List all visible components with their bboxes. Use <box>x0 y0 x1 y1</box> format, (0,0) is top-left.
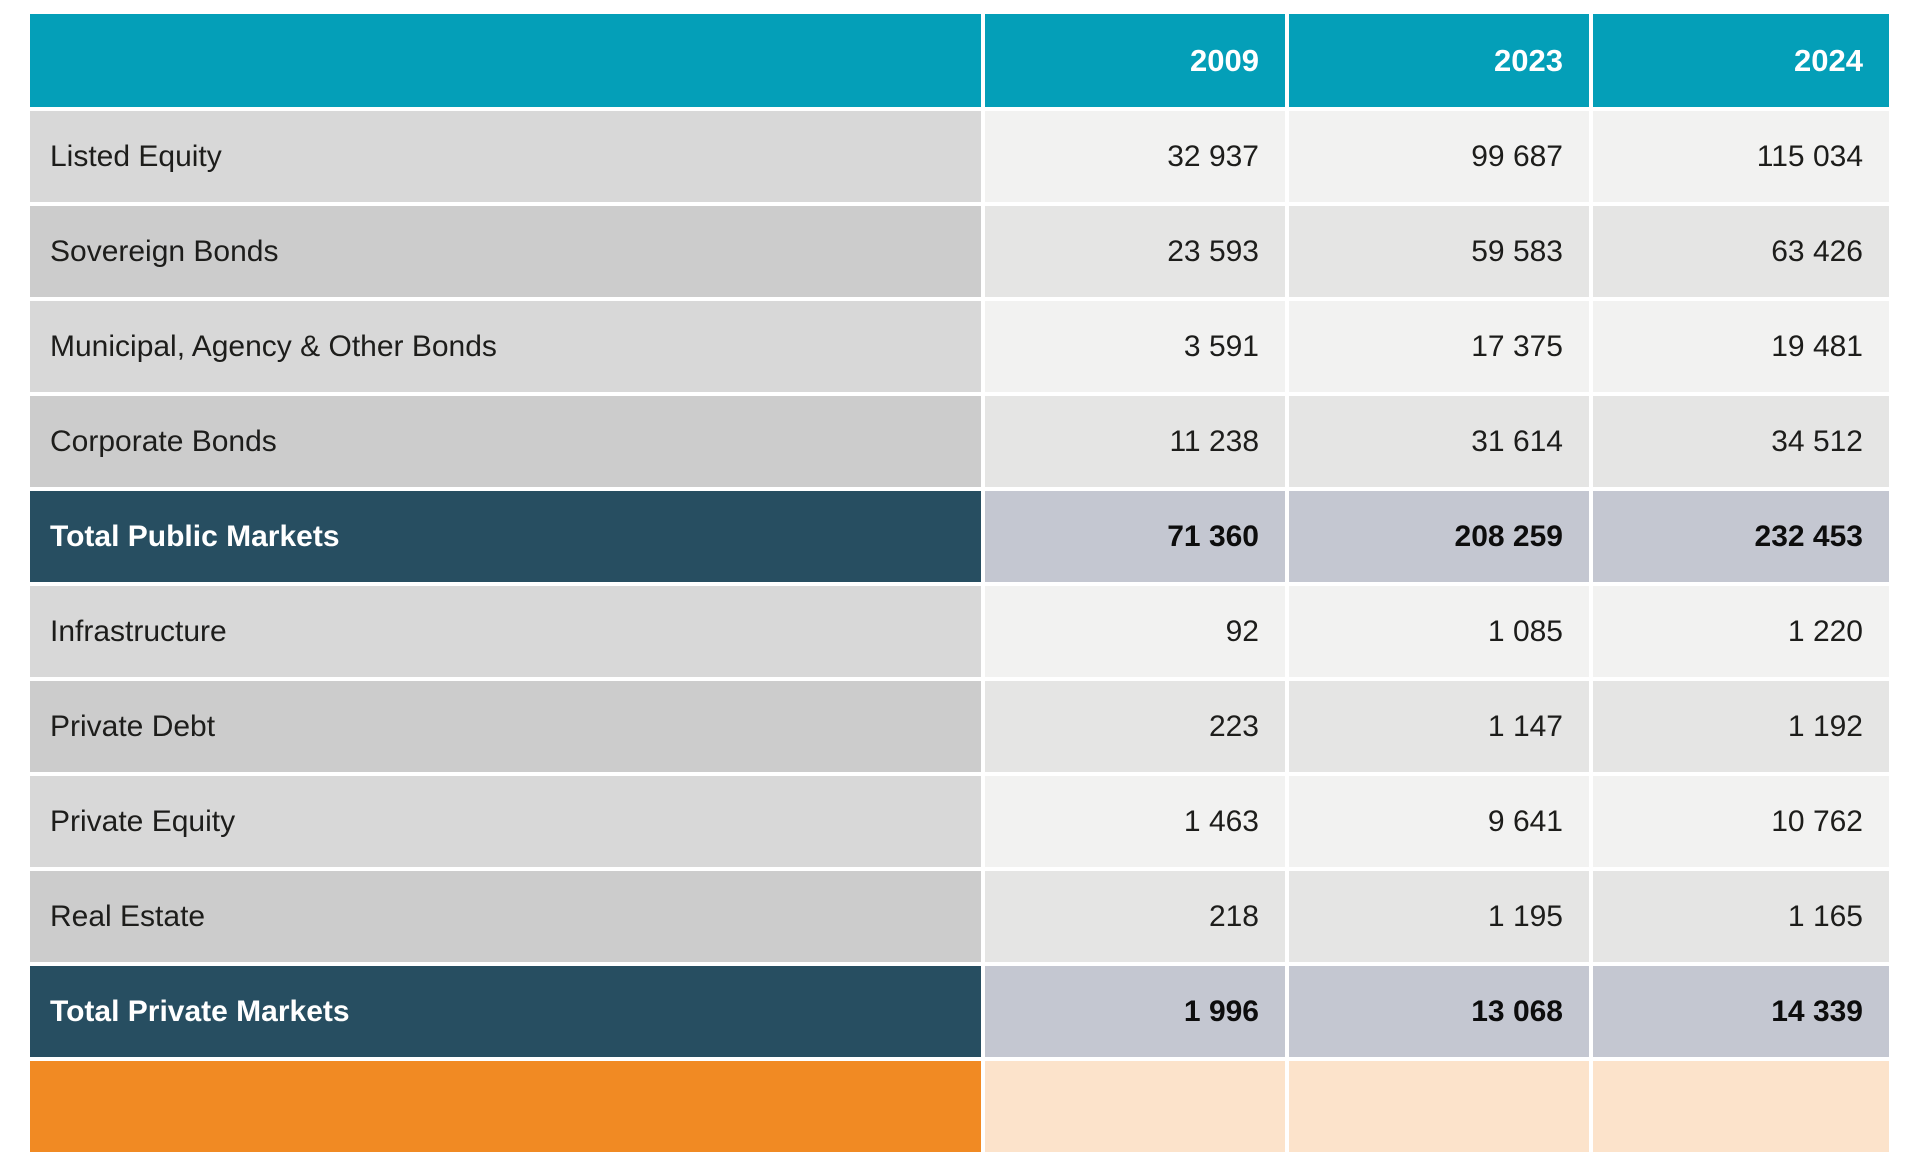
cell-value: 32 937 <box>985 111 1285 202</box>
total-cell-value: 1 996 <box>985 966 1285 1057</box>
row-label: Real Estate <box>30 871 981 962</box>
total-cell-value: 208 259 <box>1289 491 1589 582</box>
cell-value: 63 426 <box>1593 206 1889 297</box>
total-cell-value: 13 068 <box>1289 966 1589 1057</box>
cell-value: 223 <box>985 681 1285 772</box>
cell-value: 34 512 <box>1593 396 1889 487</box>
cell-value: 19 481 <box>1593 301 1889 392</box>
cell-value: 1 220 <box>1593 586 1889 677</box>
cell-value: 17 375 <box>1289 301 1589 392</box>
cell-value: 1 147 <box>1289 681 1589 772</box>
year-column-header: 2024 <box>1593 14 1889 107</box>
cell-value <box>1289 1061 1589 1152</box>
total-cell-value: 14 339 <box>1593 966 1889 1057</box>
cell-value: 9 641 <box>1289 776 1589 867</box>
row-label: Private Debt <box>30 681 981 772</box>
cell-value: 1 195 <box>1289 871 1589 962</box>
cell-value: 3 591 <box>985 301 1285 392</box>
cell-value: 1 463 <box>985 776 1285 867</box>
row-label: Private Equity <box>30 776 981 867</box>
row-label: Infrastructure <box>30 586 981 677</box>
asset-values-table: 2009 2023 2024 Listed Equity 32 937 99 687 115… <box>30 14 1889 1152</box>
total-cell-value: 71 360 <box>985 491 1285 582</box>
total-cell-value: 232 453 <box>1593 491 1889 582</box>
cell-value: 115 034 <box>1593 111 1889 202</box>
year-column-header: 2023 <box>1289 14 1589 107</box>
total-row-label: Total Private Markets <box>30 966 981 1057</box>
row-label: Corporate Bonds <box>30 396 981 487</box>
cell-value: 23 593 <box>985 206 1285 297</box>
cell-value <box>985 1061 1285 1152</box>
cell-value: 1 192 <box>1593 681 1889 772</box>
cell-value: 11 238 <box>985 396 1285 487</box>
row-label: Listed Equity <box>30 111 981 202</box>
cell-value: 31 614 <box>1289 396 1589 487</box>
cell-value: 10 762 <box>1593 776 1889 867</box>
cell-value: 218 <box>985 871 1285 962</box>
cell-value: 59 583 <box>1289 206 1589 297</box>
cell-value: 1 085 <box>1289 586 1589 677</box>
cell-value: 99 687 <box>1289 111 1589 202</box>
cell-value: 92 <box>985 586 1285 677</box>
corner-header-cell <box>30 14 981 107</box>
row-label: Municipal, Agency & Other Bonds <box>30 301 981 392</box>
row-label: Sovereign Bonds <box>30 206 981 297</box>
total-row-label: Total Public Markets <box>30 491 981 582</box>
table-grid: 2009 2023 2024 Listed Equity 32 937 99 687 115… <box>30 14 1889 1152</box>
cell-value <box>1593 1061 1889 1152</box>
cell-value: 1 165 <box>1593 871 1889 962</box>
year-column-header: 2009 <box>985 14 1285 107</box>
accent-row-label <box>30 1061 981 1152</box>
